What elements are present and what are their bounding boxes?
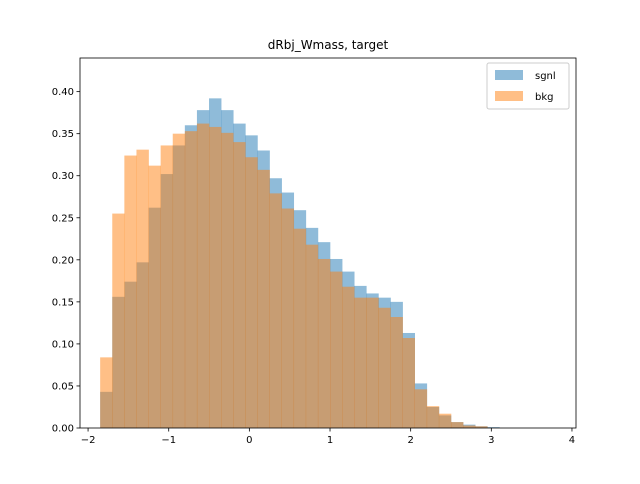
bar-bkg [463,425,476,428]
bar-bkg [330,271,343,428]
bar-bkg [402,338,415,428]
bar-bkg [426,406,440,428]
x-tick-label: 4 [569,435,575,446]
y-tick-label: 0.25 [52,213,74,224]
axes-layer: −2 −1 0 1 2 3 4 0.00 0.05 0.10 0.15 0.20 0.25 0.30 0.3… [52,57,577,446]
x-tick-label: 3 [488,435,494,446]
y-tick-label: 0.35 [52,129,74,140]
legend-label-bkg: bkg [535,92,554,103]
y-tick-label: 0.30 [52,171,74,182]
bar-bkg [450,422,464,428]
bar-bkg [390,317,403,428]
legend-swatch-sgnl [495,70,523,80]
x-tick-label: 2 [407,435,413,446]
y-tick-label: 0.20 [52,255,74,266]
bar-bkg [257,169,270,428]
bar-bkg [172,133,186,428]
bar-bkg [354,297,367,428]
bar-bkg [366,297,379,428]
bar-bkg [378,307,391,428]
bar-sgnl [487,427,500,428]
bar-bkg [414,389,428,428]
bar-bkg [112,213,125,428]
bar-bkg [281,208,295,428]
bar-bkg [160,145,174,428]
bar-bkg [100,357,113,428]
y-tick-label: 0.00 [52,424,74,435]
bar-bkg [148,165,161,428]
bar-bkg [233,142,246,428]
bar-bkg [342,286,355,428]
legend: sgnl bkg [486,62,570,110]
y-tick-label: 0.05 [52,381,74,392]
bar-bkg [475,426,488,428]
bar-bkg [209,126,222,428]
legend-label-sgnl: sgnl [535,71,556,82]
bars-layer [100,98,500,429]
legend-swatch-bkg [495,91,523,101]
bar-bkg [221,132,234,428]
x-tick-label: −2 [81,435,96,446]
bar-bkg [305,244,319,428]
bar-bkg [269,193,282,428]
y-tick-label: 0.10 [52,339,74,350]
bar-bkg [245,157,258,429]
chart-title: dRbj_Wmass, target [268,38,389,52]
y-tick-label: 0.40 [52,87,74,98]
bar-bkg [293,228,307,428]
bar-bkg [317,258,331,428]
y-tick-label: 0.15 [52,297,74,308]
bar-bkg [136,149,149,428]
x-tick-label: 0 [246,435,252,446]
x-tick-label: −1 [161,435,176,446]
axes-frame [79,57,577,429]
bar-bkg [184,131,198,428]
x-tick-label: 1 [327,435,333,446]
legend-box [486,62,570,110]
bar-bkg [124,155,137,429]
series-bkg [100,123,488,429]
bar-bkg [438,413,452,428]
bar-bkg [196,123,210,428]
